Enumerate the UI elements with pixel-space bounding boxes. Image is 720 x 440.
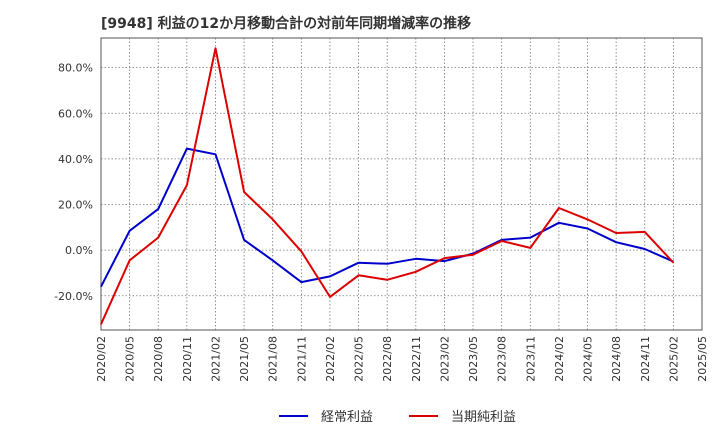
x-tick-label: 2021/11 (295, 336, 308, 382)
y-tick-label: -20.0% (54, 290, 93, 303)
x-tick-label: 2024/11 (639, 336, 652, 382)
x-tick-label: 2022/02 (324, 336, 337, 382)
x-tick-label: 2023/02 (438, 336, 451, 382)
x-tick-label: 2021/05 (238, 336, 251, 382)
x-tick-label: 2022/11 (410, 336, 423, 382)
x-tick-label: 2023/11 (524, 336, 537, 382)
x-tick-label: 2024/02 (553, 336, 566, 382)
legend: 経常利益 当期純利益 (279, 410, 516, 425)
y-tick-label: 20.0% (58, 199, 93, 212)
x-tick-label: 2024/08 (610, 336, 623, 382)
axes: -20.0% 0.0% 20.0% 40.0% 60.0% 80.0% 2020/02 202… (54, 37, 709, 382)
x-tick-label: 2020/02 (95, 336, 108, 382)
grid (101, 38, 702, 330)
series (100, 47, 675, 325)
y-tick-label: 0.0% (65, 244, 93, 257)
x-tick-label: 2022/05 (353, 336, 366, 382)
x-tick-label: 2023/05 (467, 336, 480, 382)
x-tick-label: 2022/08 (381, 336, 394, 382)
x-tick-label: 2023/08 (496, 336, 509, 382)
x-tick-label: 2020/05 (124, 336, 137, 382)
series-line-1 (100, 147, 674, 288)
y-tick-label: 80.0% (58, 62, 93, 75)
chart-title: [9948] 利益の12か月移動合計の対前年同期増減率の推移 (101, 16, 472, 32)
x-tick-label: 2025/02 (667, 336, 680, 382)
x-tick-label: 2020/08 (152, 336, 165, 382)
x-tick-label: 2020/11 (181, 336, 194, 382)
y-tick-label: 40.0% (58, 153, 93, 166)
plot-frame (100, 37, 703, 331)
x-tick-label: 2025/05 (696, 336, 709, 382)
x-tick-label: 2021/08 (267, 336, 280, 382)
series-line-2 (100, 47, 675, 325)
legend-label-2: 当期純利益 (451, 410, 516, 425)
legend-label-1: 経常利益 (321, 410, 373, 425)
y-tick-label: 60.0% (58, 107, 93, 120)
x-tick-label: 2024/05 (582, 336, 595, 382)
x-tick-label: 2021/02 (209, 336, 222, 382)
